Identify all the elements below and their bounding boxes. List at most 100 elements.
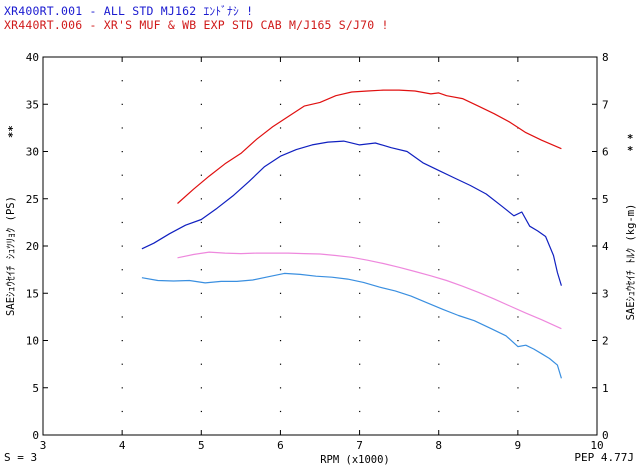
grid-dot bbox=[279, 221, 282, 224]
grid-dot bbox=[359, 198, 361, 200]
grid-dot bbox=[279, 292, 282, 294]
y-left-tick-label: 40 bbox=[26, 51, 39, 64]
series-line-2 bbox=[177, 89, 562, 204]
axis-ticks bbox=[42, 56, 598, 436]
x-tick-label: 6 bbox=[277, 439, 284, 452]
y-right-tick-label: 4 bbox=[602, 240, 609, 253]
grid-dot bbox=[121, 269, 123, 271]
grid-dot bbox=[279, 80, 282, 82]
grid-dot bbox=[279, 245, 282, 247]
grid-dot bbox=[359, 151, 361, 153]
grid-dot bbox=[200, 198, 202, 200]
grid-dot bbox=[121, 221, 123, 224]
grid-dot bbox=[359, 269, 361, 271]
y-left-tick-label: 0 bbox=[32, 429, 39, 442]
grid-dot bbox=[438, 363, 440, 365]
grid-dot bbox=[121, 340, 123, 342]
y-right-tick-label: 8 bbox=[602, 51, 609, 64]
grid-dot bbox=[517, 363, 519, 365]
grid-dot bbox=[121, 292, 123, 294]
grid-dot bbox=[279, 269, 282, 271]
smoothing-label: S = 3 bbox=[4, 451, 38, 464]
grid-dot bbox=[200, 292, 202, 294]
grid-dot bbox=[438, 198, 440, 200]
grid-dot bbox=[517, 340, 519, 342]
grid-dot bbox=[359, 174, 361, 176]
grid-dot bbox=[200, 221, 202, 224]
grid-dot bbox=[279, 410, 282, 413]
y-right-tick-label: 0 bbox=[602, 429, 609, 442]
grid-dot bbox=[438, 151, 440, 153]
grid-dot bbox=[517, 221, 519, 224]
right-axis-marker-2: * bbox=[627, 145, 633, 157]
grid-dot bbox=[517, 174, 519, 176]
grid-dot bbox=[200, 80, 202, 82]
grid-dot bbox=[121, 151, 123, 153]
grid-dot bbox=[517, 269, 519, 271]
grid-dot bbox=[200, 316, 202, 318]
grid-dot bbox=[438, 340, 440, 342]
y-right-tick-label: 6 bbox=[602, 146, 609, 159]
grid-dot bbox=[438, 127, 440, 129]
grid-dot bbox=[517, 387, 519, 389]
grid-dot bbox=[359, 245, 361, 247]
grid-dot bbox=[279, 316, 282, 318]
x-tick-label: 4 bbox=[119, 439, 126, 452]
y-right-axis-label: SAEｼｭｳｾｲﾁ ﾄﾙｸ (kg-m) bbox=[625, 204, 637, 321]
grid-dot bbox=[279, 198, 282, 200]
grid-dot bbox=[359, 410, 361, 413]
y-left-tick-label: 10 bbox=[26, 335, 39, 348]
grid-dot bbox=[438, 292, 440, 294]
grid-dot bbox=[121, 80, 123, 82]
grid-dot bbox=[359, 292, 361, 294]
y-left-tick-label: 35 bbox=[26, 98, 39, 111]
y-right-tick-label: 5 bbox=[602, 193, 609, 206]
y-right-tick-label: 3 bbox=[602, 287, 609, 300]
grid-dot bbox=[438, 221, 440, 224]
grid-dot bbox=[200, 174, 202, 176]
grid-dot bbox=[438, 316, 440, 318]
grid-dot bbox=[438, 387, 440, 389]
grid-dot bbox=[200, 151, 202, 153]
grid-dot bbox=[517, 80, 519, 82]
series-line-1 bbox=[141, 140, 562, 286]
grid-dot bbox=[200, 387, 202, 389]
grid-dot bbox=[517, 103, 519, 105]
grid-dot bbox=[200, 363, 202, 365]
grid-dot bbox=[200, 103, 202, 105]
series-line-4 bbox=[141, 272, 562, 379]
grid-dot bbox=[438, 80, 440, 82]
grid-dot bbox=[517, 316, 519, 318]
grid-dot bbox=[121, 387, 123, 389]
grid-dot bbox=[279, 151, 282, 153]
series-legend-line-2: XR440RT.006 - XR'S MUF & WB EXP STD CAB … bbox=[4, 18, 389, 32]
grid-dot bbox=[359, 80, 361, 82]
right-axis-marker-1: * bbox=[627, 133, 633, 145]
plot-frame bbox=[42, 56, 598, 436]
x-tick-label: 7 bbox=[356, 439, 363, 452]
grid-dot bbox=[200, 245, 202, 247]
grid bbox=[121, 80, 519, 413]
grid-dot bbox=[359, 387, 361, 389]
software-label: PEP 4.77J bbox=[574, 451, 634, 464]
grid-dot bbox=[121, 174, 123, 176]
grid-dot bbox=[279, 387, 282, 389]
grid-dot bbox=[438, 410, 440, 413]
grid-dot bbox=[121, 103, 123, 105]
grid-dot bbox=[359, 221, 361, 224]
grid-dot bbox=[517, 292, 519, 294]
y-right-tick-label: 1 bbox=[602, 382, 609, 395]
grid-dot bbox=[200, 269, 202, 271]
grid-dot bbox=[359, 363, 361, 365]
y-left-tick-label: 20 bbox=[26, 240, 39, 253]
series-lines bbox=[141, 89, 562, 379]
grid-dot bbox=[200, 340, 202, 342]
grid-dot bbox=[279, 127, 282, 129]
grid-dot bbox=[121, 410, 123, 413]
grid-dot bbox=[200, 127, 202, 129]
grid-dot bbox=[121, 316, 123, 318]
grid-dot bbox=[121, 363, 123, 365]
y-left-tick-label: 30 bbox=[26, 146, 39, 159]
